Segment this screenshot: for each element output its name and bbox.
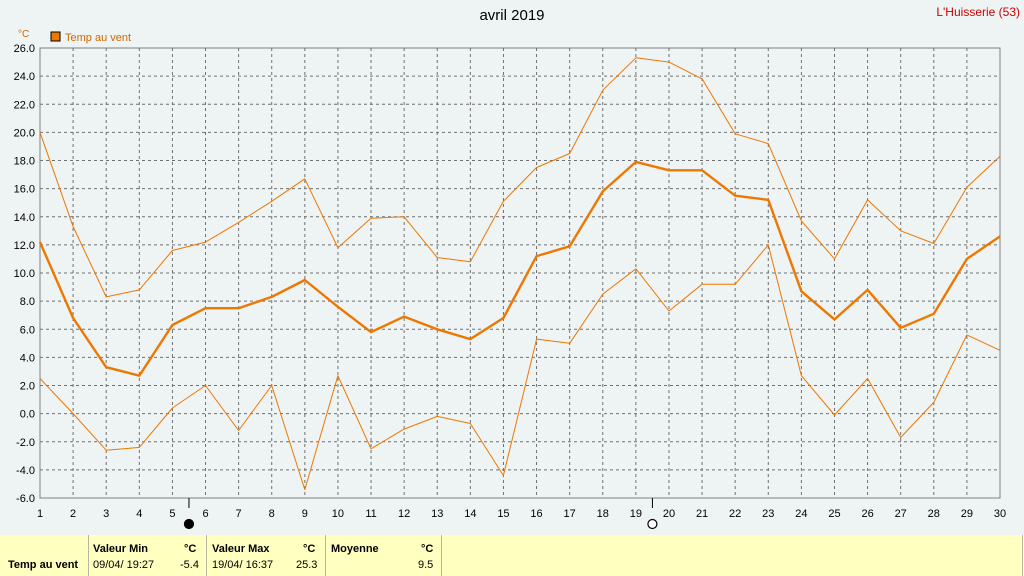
y-tick-label: 20.0	[14, 127, 35, 139]
x-tick-label: 14	[464, 508, 476, 520]
x-tick-label: 29	[961, 508, 973, 520]
x-tick-label: 28	[928, 508, 940, 520]
x-tick-label: 10	[332, 508, 344, 520]
x-tick-label: 24	[795, 508, 807, 520]
x-tick-label: 6	[202, 508, 208, 520]
y-tick-label: 26.0	[14, 43, 35, 55]
y-axis-unit: °C	[18, 29, 29, 40]
x-tick-label: 26	[861, 508, 873, 520]
y-tick-label: 12.0	[14, 240, 35, 252]
y-tick-label: -2.0	[16, 437, 35, 449]
mean-header: Moyenne	[331, 543, 379, 555]
x-tick-label: 1	[37, 508, 43, 520]
series-line-max	[39, 57, 1001, 298]
x-tick-label: 15	[497, 508, 509, 520]
y-tick-label: -6.0	[16, 493, 35, 505]
min-date: 09/04/ 19:27	[93, 559, 155, 571]
y-tick-label: 4.0	[20, 352, 35, 364]
x-tick-label: 23	[762, 508, 774, 520]
y-tick-label: 22.0	[14, 99, 35, 111]
y-tick-label: 14.0	[14, 212, 35, 224]
y-tick-label: 0.0	[20, 409, 35, 421]
chart-title: avril 2019	[479, 7, 544, 24]
x-tick-labels: 1 2 3 4 5 6 7 8 9 10 11 12 13 14 15 16 17 18 19 20 21 22 23 24 2…	[37, 508, 1006, 520]
x-tick-label: 2	[70, 508, 76, 520]
min-value: -5.4	[180, 559, 199, 571]
full-moon-icon	[647, 518, 658, 530]
y-tick-label: 24.0	[14, 71, 35, 83]
y-tick-label: 8.0	[20, 296, 35, 308]
x-tick-label: 22	[729, 508, 741, 520]
x-tick-label: 12	[398, 508, 410, 520]
x-tick-label: 5	[169, 508, 175, 520]
x-tick-label: 8	[269, 508, 275, 520]
mean-value: 9.5	[418, 559, 434, 571]
x-tick-label: 9	[302, 508, 308, 520]
legend-swatch	[50, 31, 61, 42]
min-header: Valeur Min	[93, 543, 149, 555]
x-tick-label: 4	[136, 508, 142, 520]
y-tick-label: 18.0	[14, 156, 35, 168]
y-tick-label: 2.0	[20, 381, 35, 393]
stats-panel: Temp au vent Valeur Min °C 09/04/ 19:27 …	[0, 535, 1024, 576]
x-tick-label: 13	[431, 508, 443, 520]
x-tick-label: 19	[630, 508, 642, 520]
x-tick-label: 17	[564, 508, 576, 520]
x-tick-label: 7	[236, 508, 242, 520]
y-tick-label: 6.0	[20, 324, 35, 336]
x-tick-label: 16	[530, 508, 542, 520]
mean-unit: °C	[421, 543, 434, 555]
min-unit: °C	[184, 543, 197, 555]
station-name: L'Huisserie (53)	[936, 5, 1020, 19]
max-value: 25.3	[296, 559, 318, 571]
y-tick-label: 16.0	[14, 184, 35, 196]
new-moon-icon	[183, 518, 195, 530]
x-tick-label: 11	[365, 508, 376, 520]
legend-label: Temp au vent	[65, 32, 131, 44]
temperature-chart: -6.0 -4.0 -2.0 0.0 2.0 4.0 6.0 8.0 10.0 12.0 14.0 1…	[14, 5, 1020, 530]
x-tick-label: 21	[696, 508, 708, 520]
max-unit: °C	[303, 543, 316, 555]
x-tick-label: 27	[895, 508, 907, 520]
y-tick-label: 10.0	[14, 268, 35, 280]
y-tick-label: -4.0	[16, 465, 35, 477]
x-tick-label: 18	[597, 508, 609, 520]
max-date: 19/04/ 16:37	[212, 559, 274, 571]
series-line-mean	[38, 160, 1001, 377]
grid-lines	[40, 48, 1000, 498]
moon-phase-markers	[183, 498, 658, 530]
x-tick-label: 30	[994, 508, 1006, 520]
x-tick-label: 20	[663, 508, 675, 520]
stats-row-label: Temp au vent	[8, 559, 79, 571]
y-tick-labels: -6.0 -4.0 -2.0 0.0 2.0 4.0 6.0 8.0 10.0 12.0 14.0 1…	[14, 43, 35, 505]
series-line-min	[39, 244, 1001, 491]
x-tick-label: 25	[828, 508, 840, 520]
x-tick-label: 3	[103, 508, 109, 520]
series-lines	[38, 57, 1001, 491]
max-header: Valeur Max	[212, 543, 270, 555]
